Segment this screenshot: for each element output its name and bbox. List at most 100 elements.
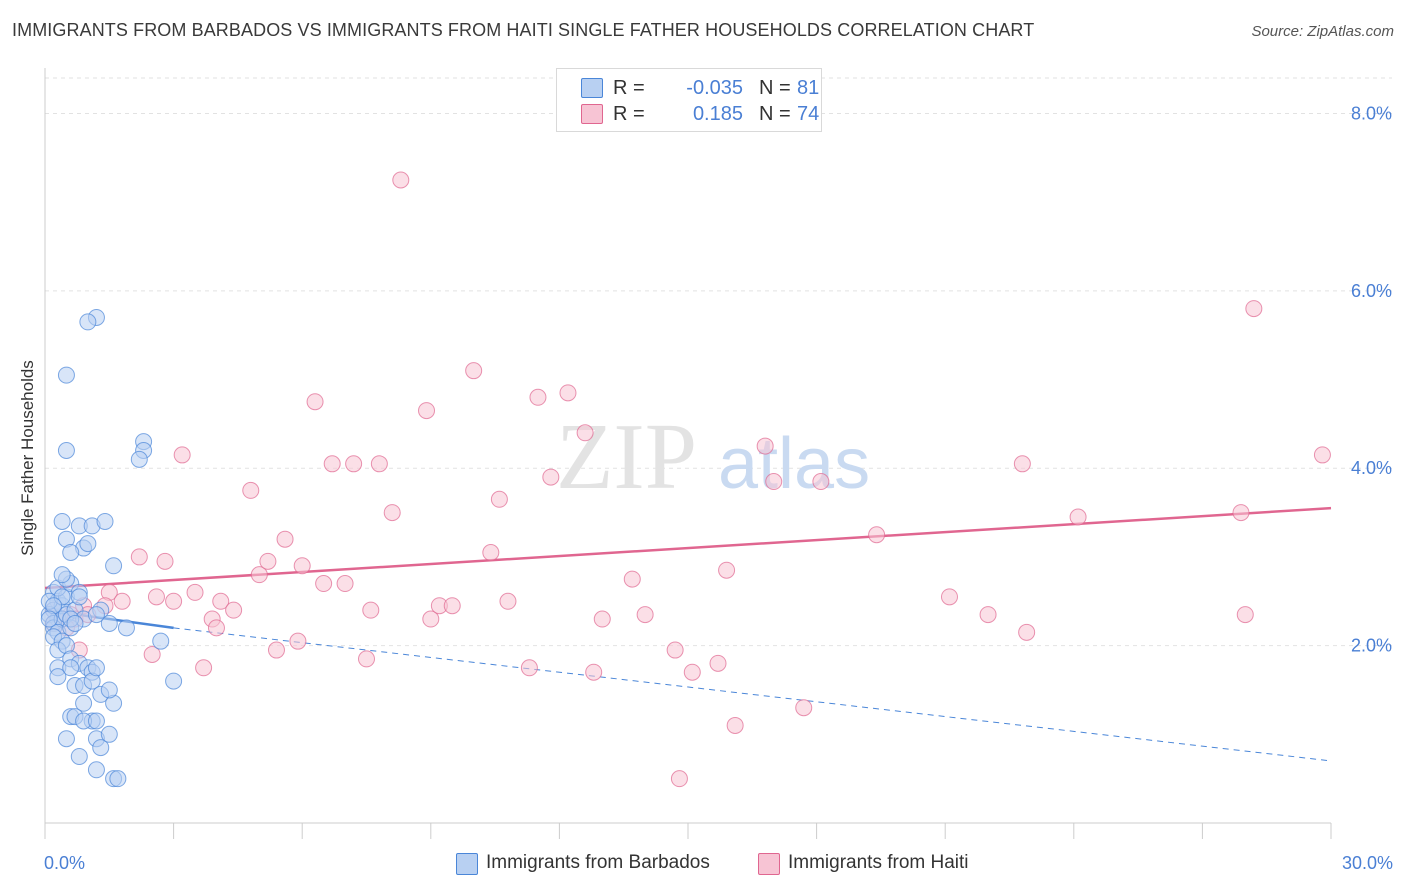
haiti-point bbox=[315, 575, 333, 593]
haiti-point bbox=[585, 663, 603, 681]
r-label: R = bbox=[613, 77, 645, 99]
haiti-point bbox=[143, 645, 161, 663]
barbados-point bbox=[70, 747, 88, 765]
haiti-point bbox=[666, 641, 684, 659]
barbados-point bbox=[92, 739, 110, 757]
haiti-point bbox=[358, 650, 375, 668]
watermark: ZIP atlas bbox=[556, 405, 870, 509]
haiti-point bbox=[726, 716, 744, 734]
haiti-point bbox=[418, 402, 436, 420]
haiti-point bbox=[212, 592, 230, 610]
barbados-point bbox=[62, 543, 80, 561]
haiti-point bbox=[1313, 446, 1331, 464]
barbados-r-value: -0.035 bbox=[686, 77, 743, 99]
y-tick-label-8: 8.0% bbox=[1351, 103, 1392, 123]
barbados-point bbox=[130, 450, 148, 468]
barbados-point bbox=[87, 761, 105, 779]
haiti-swatch bbox=[581, 104, 603, 124]
haiti-point bbox=[593, 610, 611, 628]
haiti-point bbox=[293, 557, 311, 575]
barbados-point bbox=[49, 668, 67, 686]
haiti-point bbox=[323, 455, 341, 473]
haiti-point bbox=[147, 588, 165, 606]
haiti-point bbox=[267, 641, 285, 659]
haiti-point bbox=[370, 455, 388, 473]
haiti-point bbox=[1013, 455, 1031, 473]
haiti-point bbox=[1018, 623, 1036, 641]
barbados-point bbox=[57, 366, 75, 384]
barbados-point bbox=[117, 619, 135, 637]
barbados-point bbox=[70, 588, 88, 606]
haiti-point bbox=[482, 543, 500, 561]
trend-lines bbox=[44, 506, 1332, 762]
x-tick-label-max: 30.0% bbox=[1342, 853, 1393, 873]
haiti-point bbox=[250, 566, 268, 584]
haiti-point bbox=[529, 388, 547, 406]
source-label[interactable]: Source: ZipAtlas.com bbox=[1251, 23, 1394, 40]
barbados-legend-swatch bbox=[456, 853, 478, 875]
haiti-point bbox=[259, 552, 277, 570]
haiti-point bbox=[812, 473, 830, 491]
haiti-point bbox=[670, 770, 688, 788]
barbados-point bbox=[100, 614, 118, 632]
haiti-point bbox=[940, 588, 958, 606]
y-tick-label-6: 6.0% bbox=[1351, 281, 1392, 301]
haiti-point bbox=[1245, 300, 1263, 318]
haiti-point bbox=[1069, 508, 1087, 526]
haiti-point bbox=[756, 437, 774, 455]
haiti-point bbox=[130, 548, 148, 566]
barbados-trend-extended bbox=[173, 627, 1332, 762]
barbados-point bbox=[109, 770, 127, 788]
barbados-point bbox=[53, 512, 71, 530]
haiti-point bbox=[392, 171, 410, 189]
haiti-point bbox=[559, 384, 577, 402]
barbados-point bbox=[100, 725, 118, 743]
haiti-point bbox=[195, 659, 213, 677]
barbados-point bbox=[62, 659, 80, 677]
barbados-swatch bbox=[581, 78, 603, 98]
chart-title: IMMIGRANTS FROM BARBADOS VS IMMIGRANTS F… bbox=[12, 20, 1035, 40]
haiti-point bbox=[868, 526, 886, 544]
haiti-point bbox=[683, 663, 701, 681]
barbados-point bbox=[75, 694, 93, 712]
haiti-point bbox=[636, 606, 654, 624]
r-label: R = bbox=[613, 103, 645, 125]
haiti-point bbox=[165, 592, 183, 610]
haiti-point bbox=[173, 446, 191, 464]
n-label: N = bbox=[759, 77, 791, 99]
barbados-point bbox=[57, 442, 75, 459]
haiti-point bbox=[289, 632, 307, 650]
barbados-point bbox=[66, 614, 84, 632]
points bbox=[40, 171, 1331, 788]
barbados-point bbox=[57, 730, 75, 748]
x-tick-label-min: 0.0% bbox=[44, 853, 85, 873]
haiti-point bbox=[520, 659, 538, 677]
haiti-point bbox=[795, 699, 813, 717]
barbados-point bbox=[87, 659, 105, 677]
barbados-point bbox=[87, 606, 105, 624]
tick-labels: 2.0% 4.0% 6.0% 8.0% 0.0% 30.0% bbox=[44, 103, 1393, 873]
n-label: N = bbox=[759, 103, 791, 125]
barbados-point bbox=[105, 557, 123, 575]
haiti-n-value: 74 bbox=[797, 103, 820, 125]
haiti-point bbox=[225, 601, 243, 619]
haiti-point bbox=[113, 592, 131, 610]
barbados-point bbox=[96, 512, 114, 530]
haiti-trend-line bbox=[44, 506, 1332, 590]
watermark-zip: ZIP bbox=[556, 405, 697, 509]
barbados-point bbox=[87, 712, 105, 730]
haiti-point bbox=[242, 481, 260, 499]
haiti-point bbox=[1236, 606, 1254, 624]
barbados-n-value: 81 bbox=[797, 77, 820, 99]
haiti-point bbox=[576, 424, 594, 442]
barbados-point bbox=[152, 632, 170, 650]
haiti-point bbox=[718, 561, 736, 579]
haiti-point bbox=[345, 455, 363, 473]
barbados-point bbox=[40, 610, 58, 628]
haiti-legend-swatch bbox=[758, 853, 780, 875]
haiti-point bbox=[276, 530, 294, 548]
haiti-point bbox=[490, 490, 508, 508]
y-tick-label-4: 4.0% bbox=[1351, 458, 1392, 478]
haiti-point bbox=[207, 619, 225, 637]
